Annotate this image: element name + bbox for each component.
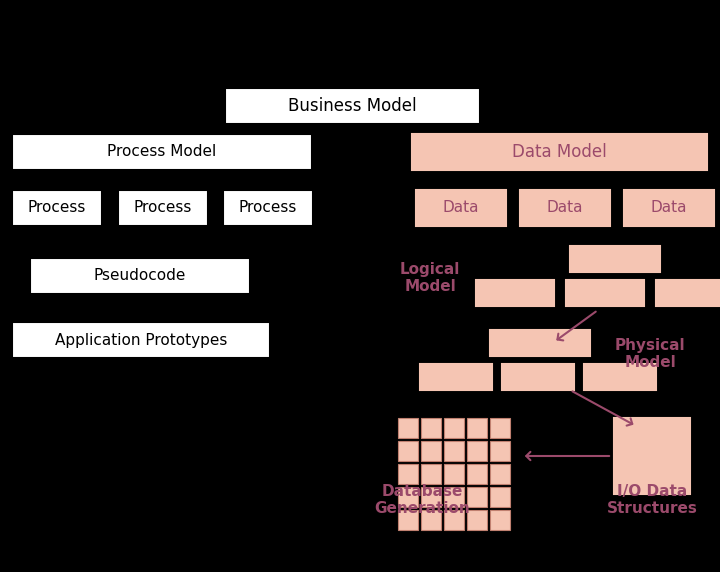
Text: Process: Process [239, 201, 297, 216]
FancyBboxPatch shape [398, 487, 418, 507]
FancyBboxPatch shape [476, 280, 554, 306]
FancyBboxPatch shape [421, 418, 441, 438]
FancyBboxPatch shape [570, 246, 660, 272]
FancyBboxPatch shape [467, 418, 487, 438]
FancyBboxPatch shape [490, 464, 510, 484]
FancyBboxPatch shape [502, 364, 574, 390]
FancyBboxPatch shape [421, 464, 441, 484]
FancyBboxPatch shape [444, 441, 464, 461]
FancyBboxPatch shape [30, 258, 250, 294]
FancyBboxPatch shape [421, 510, 441, 530]
FancyBboxPatch shape [421, 441, 441, 461]
Text: Logical
Model: Logical Model [400, 262, 460, 294]
FancyBboxPatch shape [490, 418, 510, 438]
FancyBboxPatch shape [467, 487, 487, 507]
Text: Data: Data [651, 201, 688, 216]
Text: Process Model: Process Model [107, 145, 217, 160]
FancyBboxPatch shape [467, 441, 487, 461]
Text: Pseudocode: Pseudocode [94, 268, 186, 284]
FancyBboxPatch shape [624, 190, 714, 226]
Text: I/O Data
Structures: I/O Data Structures [606, 484, 698, 516]
FancyBboxPatch shape [398, 418, 418, 438]
FancyBboxPatch shape [490, 510, 510, 530]
Text: Process: Process [28, 201, 86, 216]
FancyBboxPatch shape [467, 510, 487, 530]
FancyBboxPatch shape [118, 190, 208, 226]
FancyBboxPatch shape [12, 190, 102, 226]
FancyBboxPatch shape [398, 510, 418, 530]
Text: Data: Data [546, 201, 583, 216]
FancyBboxPatch shape [420, 364, 492, 390]
Text: Physical
Model: Physical Model [615, 338, 685, 370]
Text: Database
Generation: Database Generation [374, 484, 470, 516]
FancyBboxPatch shape [444, 418, 464, 438]
FancyBboxPatch shape [490, 441, 510, 461]
Text: Application Prototypes: Application Prototypes [55, 332, 228, 348]
FancyBboxPatch shape [467, 464, 487, 484]
FancyBboxPatch shape [398, 464, 418, 484]
FancyBboxPatch shape [520, 190, 610, 226]
FancyBboxPatch shape [444, 464, 464, 484]
FancyBboxPatch shape [656, 280, 720, 306]
FancyBboxPatch shape [398, 441, 418, 461]
FancyBboxPatch shape [444, 487, 464, 507]
FancyBboxPatch shape [490, 487, 510, 507]
FancyBboxPatch shape [421, 487, 441, 507]
Text: Process: Process [134, 201, 192, 216]
FancyBboxPatch shape [223, 190, 313, 226]
FancyBboxPatch shape [444, 510, 464, 530]
FancyBboxPatch shape [584, 364, 656, 390]
FancyBboxPatch shape [490, 330, 590, 356]
FancyBboxPatch shape [566, 280, 644, 306]
Text: Data: Data [443, 201, 480, 216]
FancyBboxPatch shape [12, 134, 312, 170]
FancyBboxPatch shape [225, 88, 480, 124]
FancyBboxPatch shape [12, 322, 270, 358]
Text: Data Model: Data Model [512, 143, 606, 161]
FancyBboxPatch shape [416, 190, 506, 226]
FancyBboxPatch shape [412, 134, 707, 170]
Text: Business Model: Business Model [288, 97, 416, 115]
FancyBboxPatch shape [614, 418, 690, 494]
